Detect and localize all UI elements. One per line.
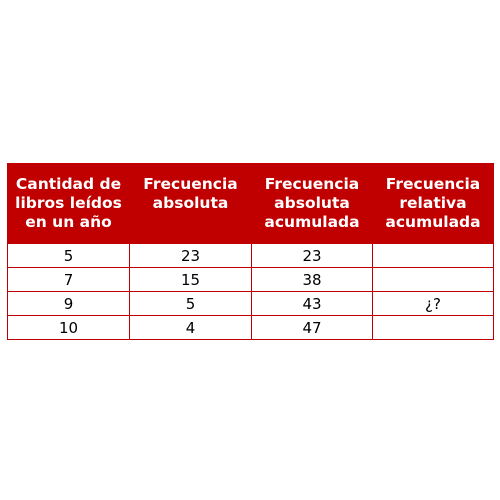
header-line: Frecuencia <box>385 175 481 193</box>
table-cell: 5 <box>129 291 252 316</box>
table-row: 7 15 38 <box>7 267 494 292</box>
header-line: Frecuencia <box>264 175 360 193</box>
header-books-per-year: Cantidad de libros leídos en un año <box>7 163 130 244</box>
header-line: en un año <box>25 213 112 231</box>
table-row: 10 4 47 <box>7 315 494 340</box>
table-cell: 47 <box>251 315 373 340</box>
table-cell: 4 <box>129 315 252 340</box>
table-cell: 38 <box>251 267 373 292</box>
table-cell: 5 <box>7 243 130 268</box>
table-cell <box>372 267 494 292</box>
header-cumulative-absolute-frequency: Frecuencia absoluta acumulada <box>251 163 373 244</box>
header-line: absoluta <box>274 194 350 212</box>
header-line: relativa <box>399 194 467 212</box>
table-cell: 23 <box>129 243 252 268</box>
table-row: 5 23 23 <box>7 243 494 268</box>
table-row: 9 5 43 ¿? <box>7 291 494 316</box>
table-body: 5 23 23 7 15 38 9 5 43 ¿? 10 4 47 <box>7 243 494 340</box>
header-cumulative-relative-frequency: Frecuencia relativa acumulada <box>372 163 494 244</box>
table-cell: 10 <box>7 315 130 340</box>
table-cell: 7 <box>7 267 130 292</box>
header-line: Frecuencia <box>143 175 238 193</box>
table-cell: 43 <box>251 291 373 316</box>
table-cell <box>372 315 494 340</box>
header-line: absoluta <box>152 194 229 212</box>
frequency-table: Cantidad de libros leídos en un año Frec… <box>7 163 494 340</box>
table-cell: 15 <box>129 267 252 292</box>
table-cell <box>372 243 494 268</box>
header-line: acumulada <box>385 213 481 231</box>
header-line: acumulada <box>264 213 360 231</box>
header-row: Cantidad de libros leídos en un año Frec… <box>7 163 494 244</box>
table-cell: 9 <box>7 291 130 316</box>
table-cell-unknown: ¿? <box>372 291 494 316</box>
header-line: Cantidad de <box>15 175 122 193</box>
header-absolute-frequency: Frecuencia absoluta <box>129 163 252 244</box>
table-header: Cantidad de libros leídos en un año Frec… <box>7 163 494 244</box>
header-line: libros leídos <box>15 194 122 212</box>
table-cell: 23 <box>251 243 373 268</box>
